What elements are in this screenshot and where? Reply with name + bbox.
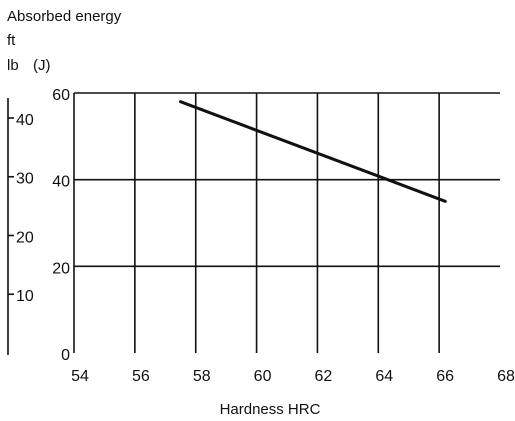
y-unit-joule: (J) [33, 57, 51, 74]
x-tick-label-66: 66 [436, 368, 454, 385]
x-tick-label-58: 58 [193, 368, 211, 385]
x-tick-label-54: 54 [71, 368, 89, 385]
y-unit-lb: lb [7, 57, 19, 74]
ftlb-tick-label-40: 40 [16, 112, 34, 129]
x-axis-label: Hardness HRC [220, 401, 321, 418]
series-line-0 [179, 100, 447, 203]
ftlb-tick-label-10: 10 [16, 288, 34, 305]
grid [73, 92, 500, 353]
ftlb-tick-label-30: 30 [16, 171, 34, 188]
x-tick-label-60: 60 [254, 368, 272, 385]
y-tick-label-j-40: 40 [52, 174, 70, 191]
y-axis-label: Absorbed energy [7, 8, 122, 25]
y-tick-label-j-0: 0 [61, 347, 70, 364]
series-lines [179, 100, 447, 203]
y-tick-labels-joule: 0 20 40 60 [52, 87, 70, 364]
y-tick-label-j-20: 20 [52, 260, 70, 277]
x-tick-label-64: 64 [375, 368, 393, 385]
ftlb-axis: 10 20 30 40 [7, 98, 34, 355]
y-tick-label-j-60: 60 [52, 87, 70, 104]
y-unit-ft: ft [7, 32, 16, 49]
x-tick-label-62: 62 [315, 368, 333, 385]
ftlb-tick-label-20: 20 [16, 229, 34, 246]
x-tick-labels: 54 56 58 60 62 64 66 68 [71, 368, 515, 385]
x-tick-label-68: 68 [497, 368, 515, 385]
x-tick-label-56: 56 [132, 368, 150, 385]
